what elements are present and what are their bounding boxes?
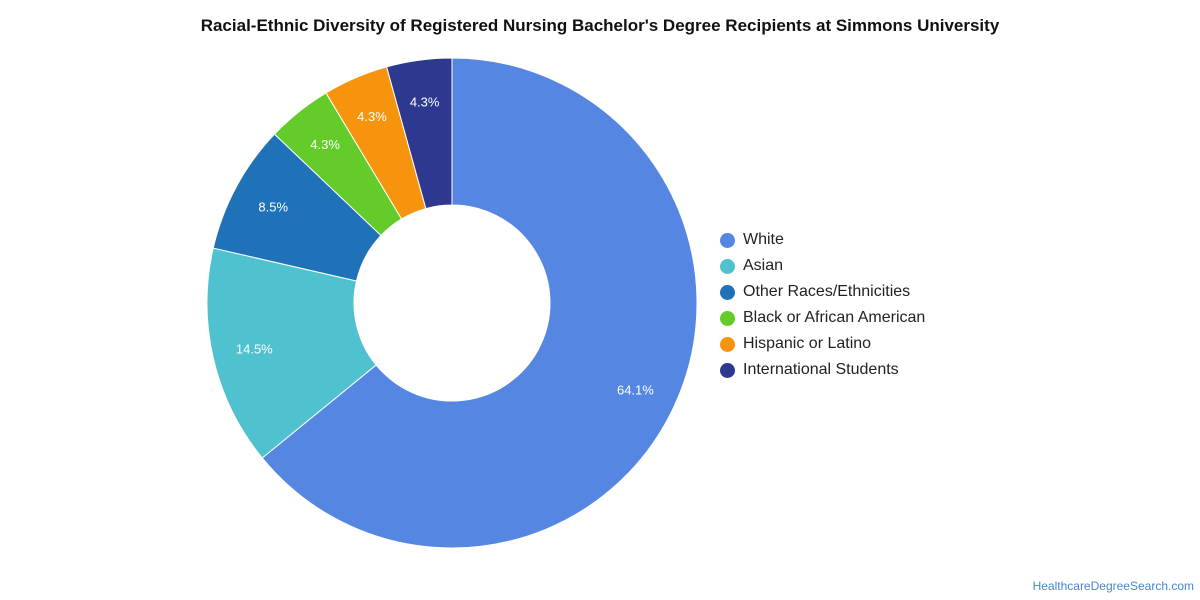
- legend-swatch: [720, 362, 735, 378]
- slice-label: 4.3%: [410, 94, 440, 109]
- source-link[interactable]: HealthcareDegreeSearch.com: [1032, 579, 1194, 593]
- slice-international-students[interactable]: [385, 57, 453, 210]
- legend-label: International Students: [743, 361, 899, 378]
- legend-label: Other Races/Ethnicities: [743, 283, 911, 300]
- legend-swatch: [720, 336, 735, 352]
- legend-label: Black or African American: [743, 309, 926, 326]
- legend-swatch: [720, 232, 735, 248]
- slice-asian[interactable]: [206, 247, 377, 459]
- legend-swatch: [720, 284, 735, 300]
- legend-item[interactable]: Other Races/Ethnicities: [720, 279, 925, 305]
- legend-item[interactable]: White: [720, 227, 925, 253]
- legend-item[interactable]: International Students: [720, 357, 925, 383]
- slice-label: 4.3%: [357, 109, 387, 124]
- legend: White Asian Other Races/Ethnicities Black o…: [720, 227, 925, 383]
- slice-label: 4.3%: [310, 137, 340, 152]
- legend-item[interactable]: Asian: [720, 253, 925, 279]
- legend-label: White: [743, 231, 784, 248]
- slice-label: 64.1%: [617, 383, 654, 398]
- legend-item[interactable]: Black or African American: [720, 305, 925, 331]
- legend-swatch: [720, 258, 735, 274]
- chart-title: Racial-Ethnic Diversity of Registered Nu…: [200, 16, 1000, 35]
- legend-item[interactable]: Hispanic or Latino: [720, 331, 925, 357]
- legend-label: Hispanic or Latino: [743, 335, 872, 352]
- slice-label: 8.5%: [258, 199, 288, 214]
- legend-label: Asian: [743, 257, 784, 274]
- slice-label: 14.5%: [236, 342, 273, 357]
- legend-swatch: [720, 310, 735, 326]
- slice-white[interactable]: [261, 57, 698, 549]
